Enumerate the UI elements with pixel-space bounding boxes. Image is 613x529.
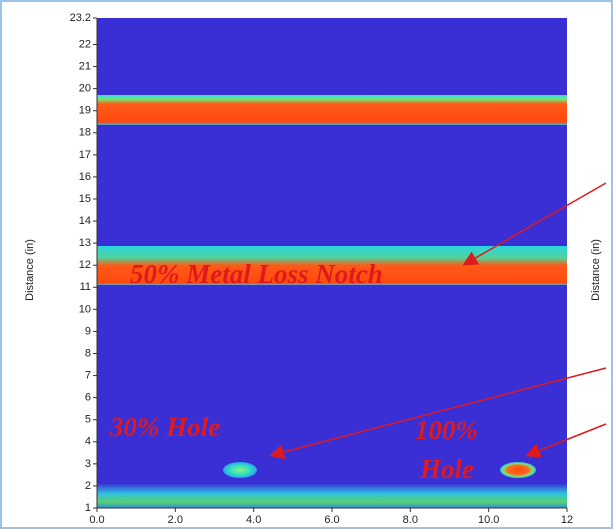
x-tick-label: 0.0 [89,514,104,526]
y-axis-title: Distance (in) [590,239,602,301]
x-tick-label: 2.0 [168,514,183,526]
y-tick-label: 23.2 [70,12,91,24]
y-tick-label: 8 [85,347,91,359]
y-tick-label: 7 [85,369,91,381]
x-tick-label: 10.0 [478,514,499,526]
y-tick-label: 16 [79,171,91,183]
arrow [462,182,607,266]
annotation: 30% Hole [109,412,220,442]
y-tick-label: 20 [79,83,91,95]
scan-image [97,18,567,508]
y-tick-label: 5 [85,414,91,426]
y-tick-label: 9 [85,325,91,337]
y-tick-label: 1 [85,502,91,514]
y-tick-label: 12 [79,259,91,271]
y-tick-label: 14 [79,215,91,227]
y-tick-label: 15 [79,193,91,205]
annotation: 50% Metal Loss Notch [130,259,383,289]
arrow [525,423,607,458]
x-tick-label: 8.0 [403,514,418,526]
annotation: 100% [415,415,478,445]
scan-hole [500,462,536,478]
y-tick-label: 22 [79,38,91,50]
x-tick-label: 6.0 [324,514,339,526]
y-tick-label: 3 [85,458,91,470]
y-tick-label: 19 [79,105,91,117]
x-tick-label: 12 [561,514,573,526]
annotation: Hole [419,454,474,484]
y-tick-label: 18 [79,127,91,139]
scan-noise [97,484,567,508]
y-tick-label: 13 [79,237,91,249]
scan-band [97,95,567,125]
y-tick-label: 4 [85,436,91,448]
y-tick-label: 21 [79,60,91,72]
y-tick-label: 2 [85,480,91,492]
y-tick-label: 17 [79,149,91,161]
scan-hole [223,462,257,478]
y-tick-label: 6 [85,392,91,404]
y-axis-title: Distance (in) [24,239,36,301]
y-tick-label: 11 [80,281,91,293]
scan-band [97,246,567,285]
arrow [269,367,607,460]
x-tick-label: 4.0 [246,514,261,526]
y-tick-label: 10 [79,303,91,315]
